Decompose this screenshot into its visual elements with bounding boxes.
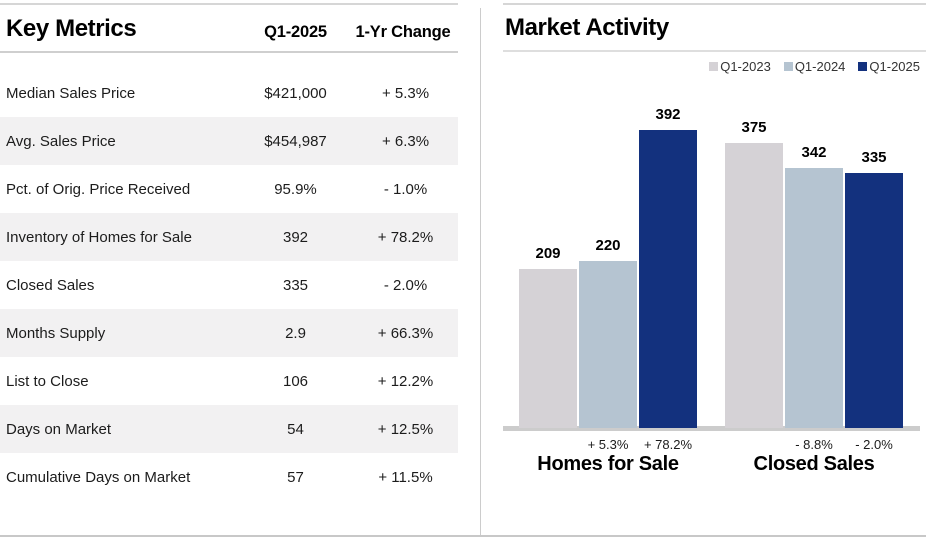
metric-change: + 12.5%	[377, 420, 434, 438]
metric-label: Avg. Sales Price	[6, 132, 116, 150]
bar-q1-2023-homes-for-sale	[519, 269, 577, 428]
metric-value: 106	[282, 372, 309, 390]
change-pct-label: + 78.2%	[643, 437, 693, 452]
category-label-closed-sales: Closed Sales	[753, 453, 875, 475]
metric-label: Inventory of Homes for Sale	[6, 228, 192, 246]
metric-label: Days on Market	[6, 420, 112, 438]
bar-q1-2024-closed-sales	[785, 168, 843, 428]
panel-divider	[480, 8, 481, 536]
table-row: Months Supply 2.9 + 66.3%	[0, 309, 458, 357]
metric-label: Pct. of Orig. Price Received	[6, 180, 191, 198]
bar-q1-2023-closed-sales	[725, 143, 783, 428]
metric-change: - 2.0%	[383, 276, 428, 294]
metric-label: Cumulative Days on Market	[6, 468, 191, 486]
metric-change: + 12.2%	[377, 372, 434, 390]
bar-value-label: 392	[655, 106, 681, 123]
metric-value: 54	[287, 420, 304, 438]
table-row: Inventory of Homes for Sale 392 + 78.2%	[0, 213, 458, 261]
metric-label: List to Close	[6, 372, 89, 390]
legend-swatch-icon	[858, 61, 868, 71]
metric-value: 392	[282, 228, 309, 246]
chart-footer: + 5.3% + 78.2% Homes for Sale - 8.8% - 2.0% C…	[503, 431, 926, 521]
table-row: Median Sales Price $421,000 + 5.3%	[0, 69, 458, 117]
table-header: Key Metrics Q1-2025 1-Yr Change	[0, 5, 458, 53]
metric-value: $421,000	[264, 84, 327, 102]
legend-item: Q1-2023	[709, 59, 771, 74]
bar-value-label: 220	[595, 237, 621, 254]
table-row: Days on Market 54 + 12.5%	[0, 405, 458, 453]
legend-label: Q1-2024	[794, 58, 846, 74]
legend-item: Q1-2025	[858, 59, 920, 74]
bar-value-label: 209	[535, 245, 561, 262]
top-border-left	[0, 3, 458, 5]
metric-value: 2.9	[285, 324, 306, 342]
bar-value-label: 335	[861, 149, 887, 166]
metric-change: + 6.3%	[381, 132, 430, 150]
metric-change: - 1.0%	[383, 180, 428, 198]
metric-change: + 5.3%	[381, 84, 430, 102]
legend-swatch-icon	[783, 61, 793, 71]
chart-legend: Q1-2023 Q1-2024 Q1-2025	[503, 52, 926, 80]
bar-q1-2025-homes-for-sale	[639, 130, 697, 428]
metric-value: 57	[287, 468, 304, 486]
chart-header: Market Activity	[503, 5, 926, 52]
bar-value-label: 342	[801, 144, 827, 161]
metric-label: Median Sales Price	[6, 84, 136, 102]
metric-change: + 11.5%	[378, 468, 433, 486]
metric-value: $454,987	[264, 132, 327, 150]
table-row: Pct. of Orig. Price Received 95.9% - 1.0%	[0, 165, 458, 213]
legend-swatch-icon	[709, 61, 719, 71]
change-pct-label: - 8.8%	[795, 437, 833, 452]
key-metrics-panel: Key Metrics Q1-2025 1-Yr Change Median S…	[0, 5, 458, 501]
bar-q1-2024-homes-for-sale	[579, 261, 637, 428]
column-header-q1-2025: Q1-2025	[264, 23, 327, 41]
bottom-border	[0, 535, 926, 537]
bar-value-label: 375	[741, 119, 767, 136]
table-title: Key Metrics	[6, 15, 137, 42]
column-header-1yr-change: 1-Yr Change	[355, 23, 451, 41]
category-label-homes-for-sale: Homes for Sale	[537, 453, 679, 475]
change-pct-label: - 2.0%	[855, 437, 893, 452]
table-row: Cumulative Days on Market 57 + 11.5%	[0, 453, 458, 501]
bar-q1-2025-closed-sales	[845, 173, 903, 428]
table-row: Closed Sales 335 - 2.0%	[0, 261, 458, 309]
legend-label: Q1-2025	[869, 58, 920, 74]
market-activity-panel: Market Activity Q1-2023 Q1-2024 Q1-2025 20…	[503, 5, 926, 521]
metric-change: + 66.3%	[377, 324, 434, 342]
table-row: Avg. Sales Price $454,987 + 6.3%	[0, 117, 458, 165]
metric-label: Closed Sales	[6, 276, 95, 294]
legend-item: Q1-2024	[783, 58, 846, 74]
chart-title: Market Activity	[505, 14, 669, 41]
table-row: List to Close 106 + 12.2%	[0, 357, 458, 405]
top-border-right	[503, 3, 926, 5]
metric-change: + 78.2%	[377, 228, 434, 246]
bar-plot: 209 220 392 375 342 335	[503, 80, 923, 431]
legend-label: Q1-2023	[720, 58, 771, 74]
metric-label: Months Supply	[6, 324, 106, 342]
metric-value: 335	[282, 276, 309, 294]
metric-value: 95.9%	[274, 180, 317, 198]
metrics-rows: Median Sales Price $421,000 + 5.3% Avg. Sal…	[0, 69, 458, 501]
change-pct-label: + 5.3%	[587, 437, 629, 452]
x-axis-baseline	[503, 426, 920, 431]
